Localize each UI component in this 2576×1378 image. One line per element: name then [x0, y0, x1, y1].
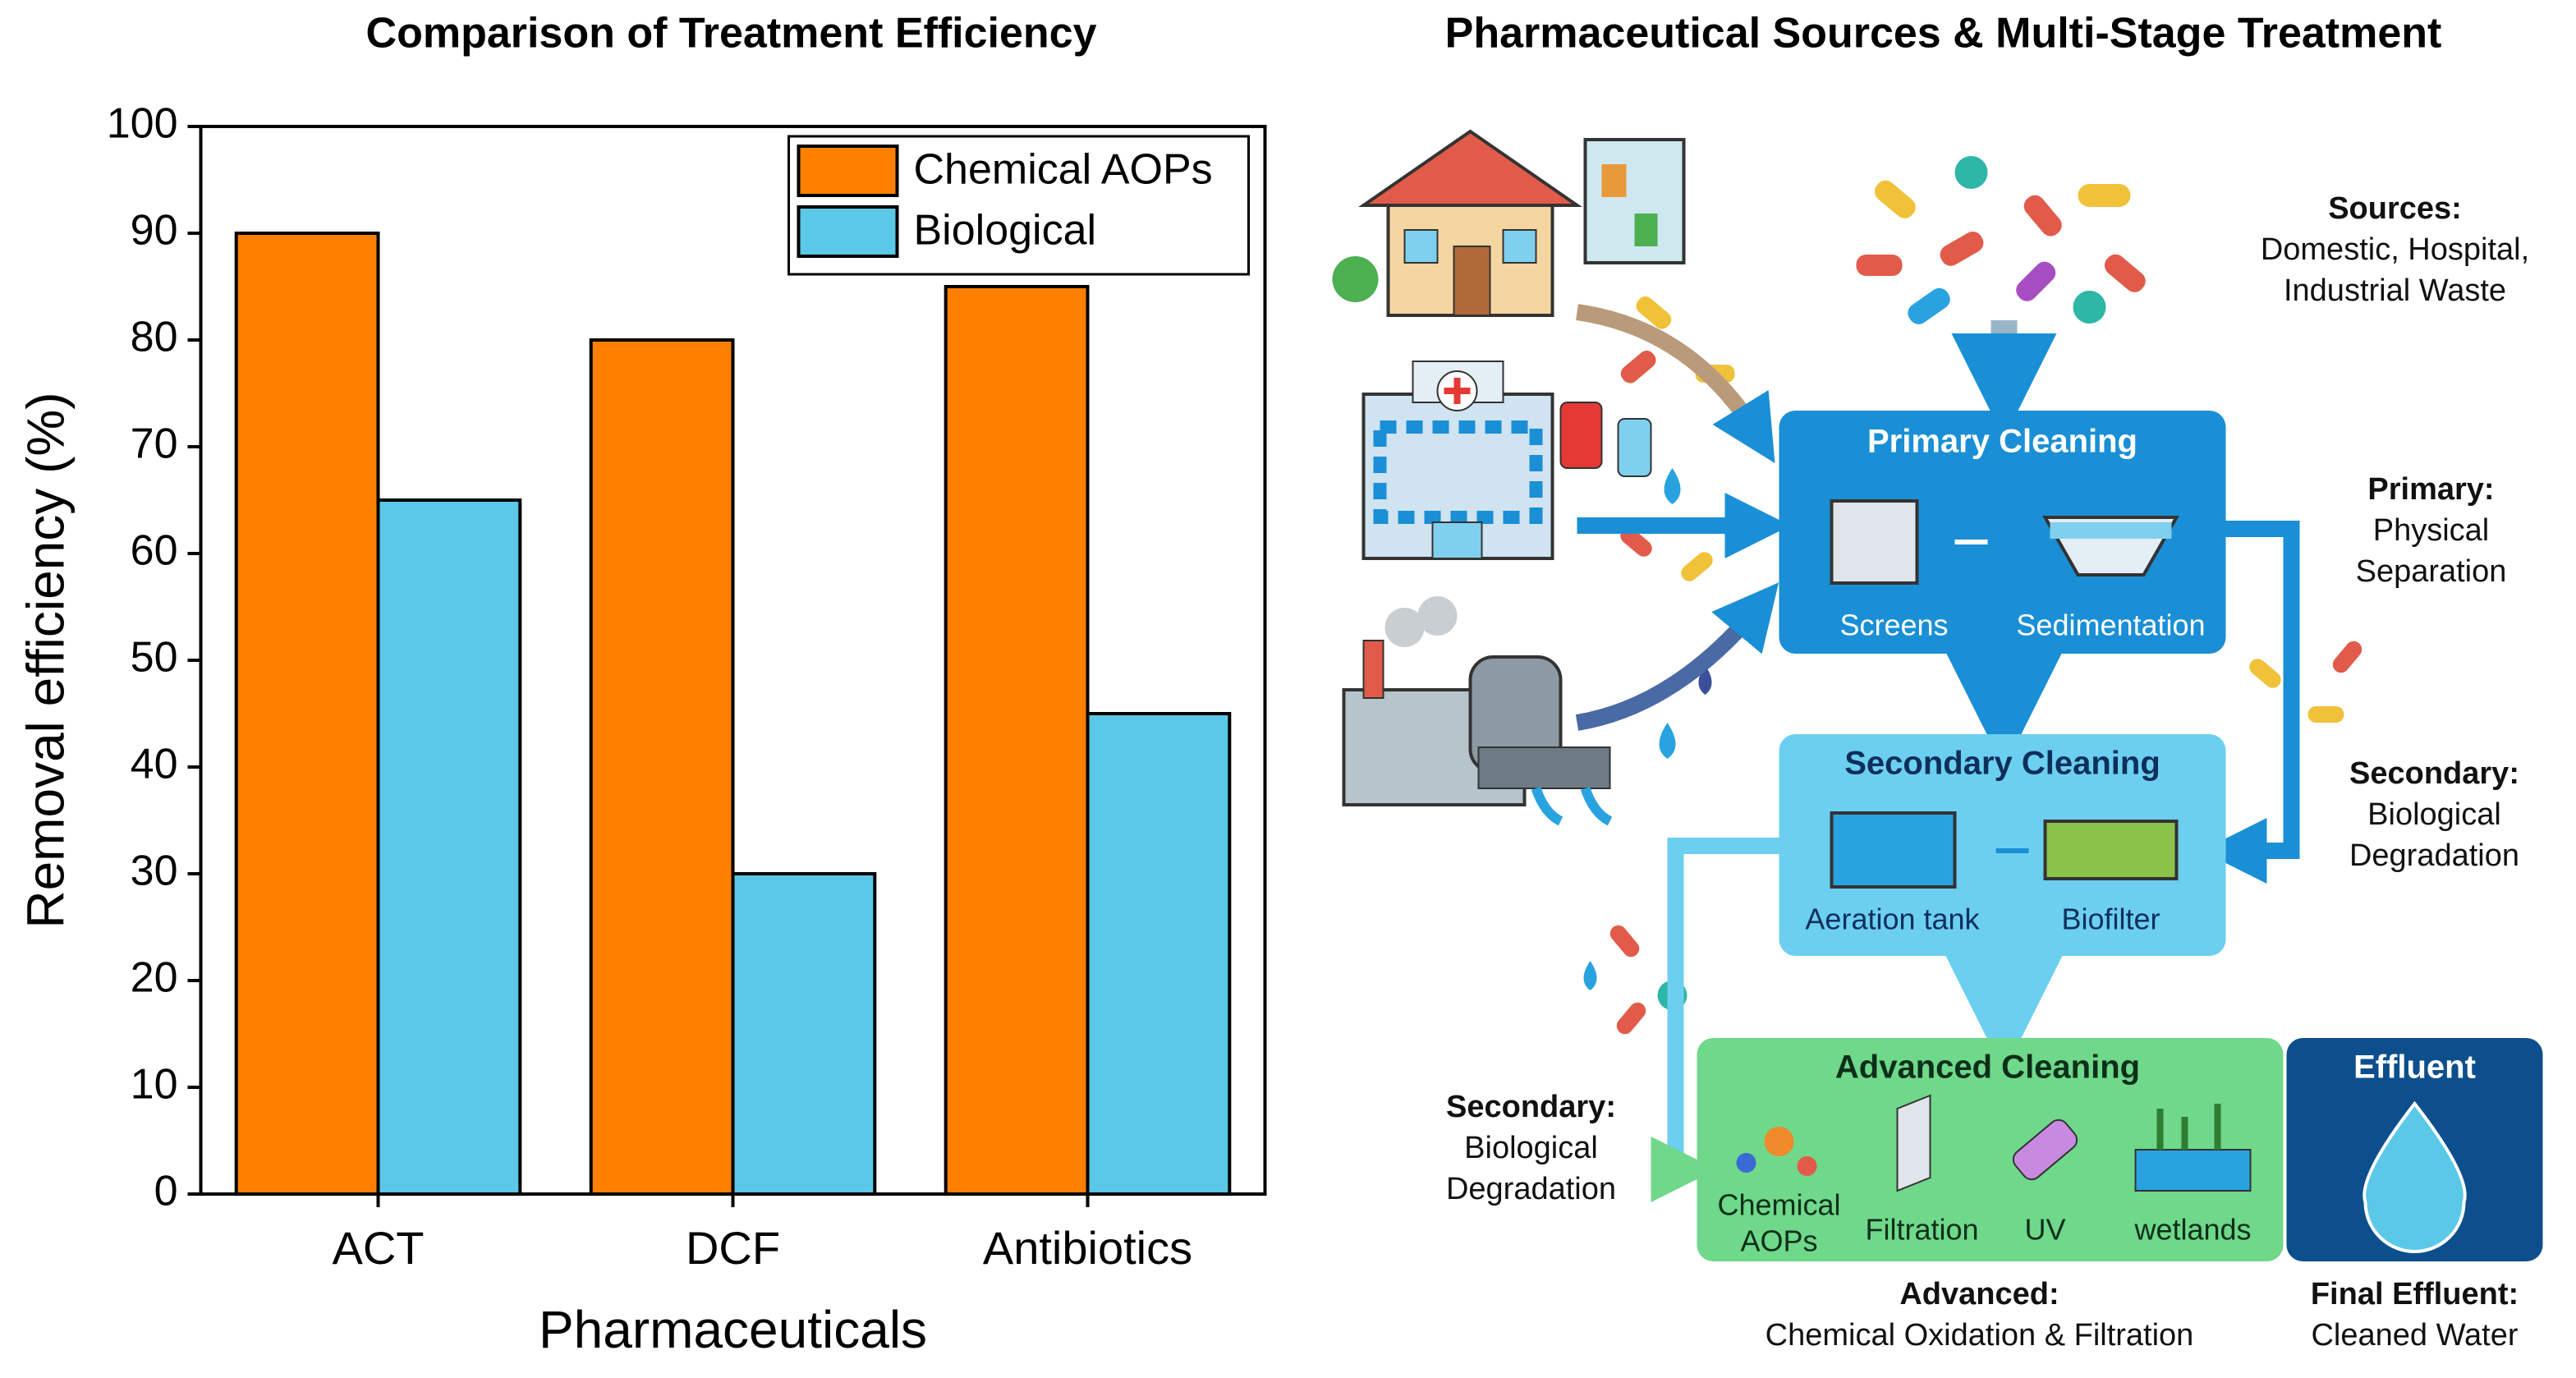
note-text: Cleaned Water	[2311, 1318, 2518, 1353]
x-tick-label: DCF	[686, 1222, 780, 1274]
legend-swatch	[797, 145, 899, 197]
step-label: Chemical	[1717, 1188, 1840, 1222]
legend-label: Chemical AOPs	[914, 146, 1213, 194]
y-tick-label: 60	[131, 527, 178, 575]
y-tick-label: 80	[131, 314, 178, 361]
note-label: Primary:	[2367, 472, 2494, 507]
bar-chart: Comparison of Treatment Efficiency Pharm…	[16, 10, 1267, 1359]
y-tick-label: 40	[131, 741, 178, 788]
factory-icon	[1342, 596, 1712, 826]
note-text: Degradation	[1446, 1172, 1616, 1206]
stage-title: Primary Cleaning	[1867, 424, 2137, 460]
stage-title: Secondary Cleaning	[1844, 746, 2160, 782]
step-label: AOPs	[1740, 1224, 1817, 1258]
note-text: Biological	[1464, 1131, 1598, 1165]
note-label: Secondary:	[2349, 756, 2519, 791]
notes: Sources: Domestic, Hospital, Industrial …	[1446, 191, 2529, 1353]
y-tick-label: 30	[131, 847, 178, 895]
note-text: Domestic, Hospital,	[2261, 232, 2529, 267]
stage-title: Effluent	[2353, 1050, 2476, 1086]
step-label: Filtration	[1865, 1213, 1978, 1247]
y-tick-label: 90	[131, 207, 178, 255]
bar	[589, 338, 735, 1196]
note-text: Separation	[2356, 554, 2507, 589]
bar	[376, 498, 522, 1196]
plot-frame	[199, 125, 1267, 1196]
y-tick-label: 0	[154, 1168, 178, 1215]
note-label: Final Effluent:	[2311, 1277, 2519, 1311]
y-tick-label: 20	[131, 954, 178, 1002]
primary-stage: Primary Cleaning Screens Sedimentation	[1779, 411, 2226, 654]
y-tick-label: 70	[131, 420, 178, 468]
bar	[1086, 712, 1232, 1196]
legend-swatch	[797, 205, 899, 258]
treatment-diagram: Pharmaceutical Sources & Multi-Stage Tre…	[1332, 10, 2543, 1353]
hospital-icon	[1361, 361, 1681, 560]
flow-arrows	[1575, 304, 2300, 1202]
note-text: Chemical Oxidation & Filtration	[1766, 1318, 2194, 1353]
step-label: Biofilter	[2061, 903, 2160, 936]
step-label: UV	[2024, 1213, 2065, 1247]
note-text: Degradation	[2349, 838, 2519, 873]
y-tick-label: 10	[131, 1061, 178, 1109]
y-axis-label: Removal efficiency (%)	[16, 392, 75, 928]
diagram-title: Pharmaceutical Sources & Multi-Stage Tre…	[1445, 10, 2442, 57]
x-tick-label: Antibiotics	[983, 1222, 1192, 1274]
y-tick-label: 50	[131, 634, 178, 682]
effluent-stage: Effluent	[2286, 1038, 2543, 1261]
note-label: Secondary:	[1446, 1090, 1616, 1124]
advanced-stage: Advanced Cleaning Chemical AOPs Filtrati…	[1697, 1038, 2284, 1261]
note-label: Advanced:	[1899, 1277, 2059, 1311]
bar	[234, 232, 380, 1196]
note-text: Physical	[2373, 513, 2490, 548]
bar	[731, 872, 877, 1196]
legend-label: Biological	[914, 207, 1097, 255]
y-tick-label: 100	[107, 100, 178, 148]
x-tick-label: ACT	[333, 1222, 425, 1274]
step-label: Sedimentation	[2016, 609, 2205, 642]
pills-icon	[1583, 156, 2362, 1035]
step-label: Screens	[1839, 609, 1948, 642]
secondary-stage: Secondary Cleaning Aeration tank Biofilt…	[1779, 734, 2226, 956]
bar	[944, 285, 1090, 1196]
house-icon	[1332, 129, 1686, 317]
step-label: wetlands	[2133, 1213, 2251, 1247]
note-label: Sources:	[2328, 191, 2462, 226]
note-text: Biological	[2367, 797, 2501, 832]
note-text: Industrial Waste	[2284, 273, 2506, 308]
stage-title: Advanced Cleaning	[1835, 1050, 2140, 1086]
chart-title: Comparison of Treatment Efficiency	[366, 10, 1097, 57]
x-axis-label: Pharmaceuticals	[539, 1300, 927, 1359]
step-label: Aeration tank	[1805, 903, 1980, 936]
